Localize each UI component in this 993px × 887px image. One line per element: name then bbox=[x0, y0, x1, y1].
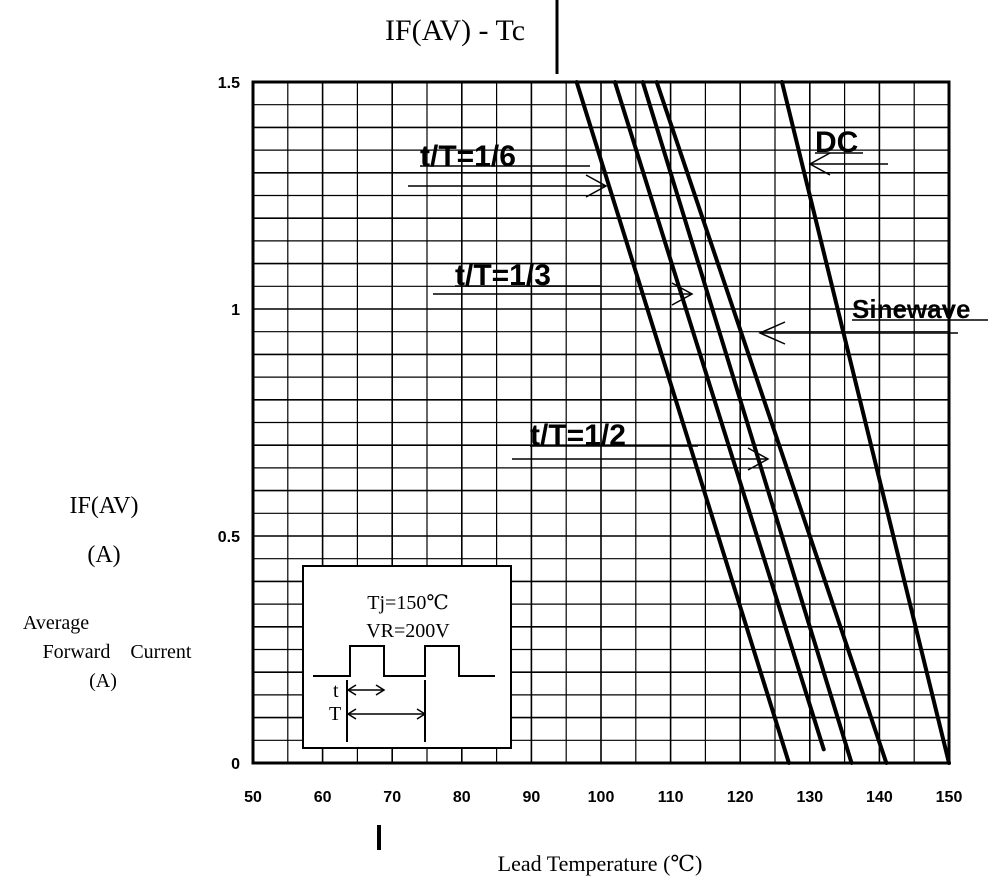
y-tick-label: 0 bbox=[231, 756, 240, 773]
series-line-4 bbox=[779, 80, 951, 765]
y-tick-label: 1 bbox=[231, 302, 240, 319]
x-tick-label: 90 bbox=[523, 789, 541, 806]
pulse-waveform bbox=[313, 645, 495, 677]
arrow-left-icon bbox=[808, 152, 888, 176]
arrow-left-icon bbox=[758, 321, 958, 345]
y-axis-desc-line2: Forward Current bbox=[43, 641, 192, 663]
y-tick-label: 0.5 bbox=[218, 529, 240, 546]
y-axis-desc-line3: (A) bbox=[89, 670, 117, 692]
series-line-1 bbox=[612, 80, 826, 752]
inset-T-label: T bbox=[329, 703, 341, 725]
arrow-right-icon bbox=[433, 282, 694, 306]
x-tick-label: 110 bbox=[658, 789, 684, 806]
series-lines bbox=[574, 80, 951, 765]
inset-box bbox=[302, 565, 512, 749]
inset-t-label: t bbox=[333, 680, 339, 702]
inset-vr: VR=200V bbox=[366, 620, 450, 642]
y-tick-labels: 0 0.5 1 1.5 bbox=[218, 75, 240, 773]
annotation-sinewave: Sinewave bbox=[852, 294, 971, 324]
annotation-1-3: t/T=1/3 bbox=[455, 259, 551, 292]
x-tick-label: 140 bbox=[866, 789, 893, 806]
t-arrow-left bbox=[346, 684, 357, 696]
annotations: t/T=1/6 t/T=1/3 t/T=1/2 Sinewave DC bbox=[408, 126, 988, 471]
x-tick-label: 130 bbox=[796, 789, 823, 806]
series-line-3 bbox=[654, 80, 889, 765]
annotation-1-6: t/T=1/6 bbox=[420, 140, 516, 173]
T-arrow-left bbox=[346, 708, 357, 720]
x-tick-label: 100 bbox=[588, 789, 615, 806]
annotation-1-2: t/T=1/2 bbox=[530, 419, 626, 452]
y-axis-unit: (A) bbox=[87, 542, 120, 568]
x-tick-label: 150 bbox=[936, 789, 963, 806]
inset-conditions: Tj=150℃ VR=200V t T bbox=[302, 565, 512, 749]
x-tick-label: 70 bbox=[383, 789, 401, 806]
plot-frame bbox=[251, 80, 951, 765]
arrow-right-icon bbox=[512, 447, 770, 471]
t-arrow-right bbox=[375, 684, 386, 696]
x-tick-label: 120 bbox=[727, 789, 754, 806]
inset-tj: Tj=150℃ bbox=[367, 592, 448, 614]
y-axis-desc-line1: Average bbox=[23, 612, 89, 634]
plot-grid bbox=[253, 82, 949, 763]
arrow-right-icon bbox=[408, 174, 608, 198]
y-tick-label: 1.5 bbox=[218, 75, 240, 92]
x-axis-label: Lead Temperature (℃) bbox=[498, 851, 703, 876]
chart-title: IF(AV) - Tc bbox=[385, 14, 525, 47]
annotation-dc: DC bbox=[815, 126, 858, 159]
x-tick-label: 80 bbox=[453, 789, 471, 806]
x-tick-labels: 50 60 70 80 90 100 110 120 130 140 150 bbox=[244, 789, 962, 806]
series-line-0 bbox=[574, 80, 791, 765]
series-line-2 bbox=[640, 80, 854, 765]
x-tick-label: 50 bbox=[244, 789, 262, 806]
y-axis-label: IF(AV) bbox=[70, 493, 139, 519]
x-tick-label: 60 bbox=[314, 789, 332, 806]
